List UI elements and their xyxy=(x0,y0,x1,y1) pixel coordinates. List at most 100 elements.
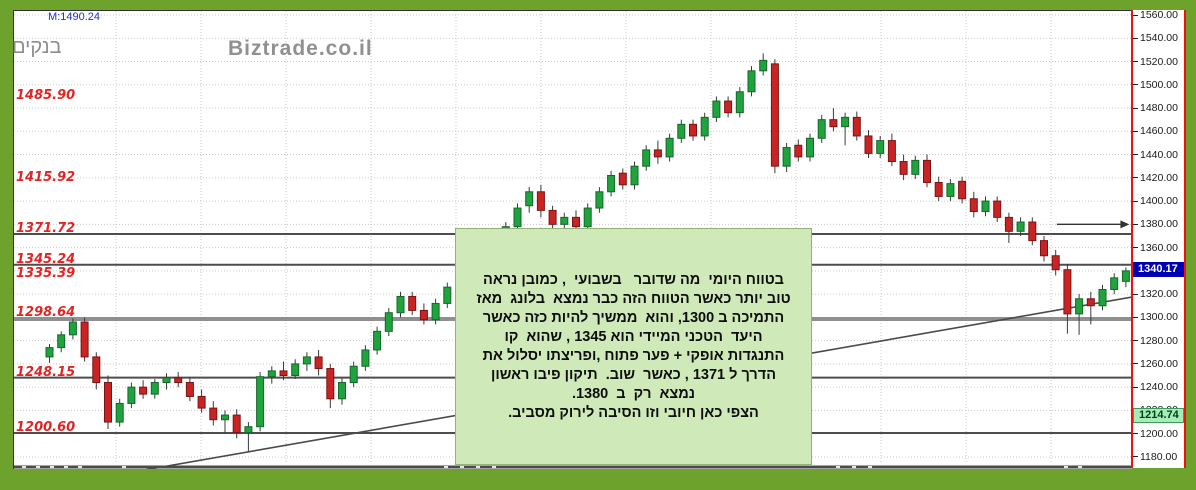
tick-label: 1320.00 xyxy=(1140,288,1178,301)
candle xyxy=(513,207,522,228)
price-axis-tick: 1280.00 xyxy=(1133,335,1178,347)
tick-label: 1420.00 xyxy=(1140,171,1178,184)
candle xyxy=(794,144,803,158)
candle xyxy=(782,147,791,167)
analysis-note: בטווח היומי מה שדובר בשבועי , כמובן נראה… xyxy=(455,228,812,465)
price-axis-tick: 1240.00 xyxy=(1133,381,1178,393)
price-axis-tick: 1500.00 xyxy=(1133,79,1178,91)
tick-dash xyxy=(1133,154,1138,156)
candle xyxy=(221,414,229,421)
candle xyxy=(607,174,616,193)
candle xyxy=(653,149,662,158)
candle xyxy=(139,386,148,395)
price-axis-tick: 1200.00 xyxy=(1133,428,1178,440)
tick-label: 1500.00 xyxy=(1140,78,1178,91)
tick-dash xyxy=(1133,14,1138,16)
candle xyxy=(946,183,955,197)
candle xyxy=(197,395,206,409)
candle xyxy=(1063,269,1072,315)
candle xyxy=(232,414,241,434)
candle xyxy=(127,386,136,404)
candle xyxy=(279,370,288,377)
tick-dash xyxy=(1133,130,1138,132)
candle xyxy=(1110,277,1119,290)
candle xyxy=(981,200,990,213)
price-axis-tick: 1260.00 xyxy=(1133,358,1178,370)
secondary-price-tag: 1214.74 xyxy=(1133,408,1184,424)
candle xyxy=(864,135,873,154)
candle xyxy=(291,363,300,377)
candle xyxy=(115,402,124,423)
price-axis-tick: 1300.00 xyxy=(1133,311,1178,323)
tick-dash xyxy=(1133,107,1138,109)
candle xyxy=(185,382,194,397)
price-axis-tick: 1440.00 xyxy=(1133,149,1178,161)
price-level-label: 1415.92 xyxy=(16,169,76,185)
candle xyxy=(68,321,77,336)
tick-label: 1200.00 xyxy=(1140,427,1178,440)
candle xyxy=(759,59,768,72)
candle xyxy=(1075,298,1084,315)
candle xyxy=(689,123,697,137)
price-level-label: 1335.39 xyxy=(16,266,76,282)
watermark: Biztrade.co.il xyxy=(228,37,373,60)
tick-label: 1440.00 xyxy=(1140,148,1178,161)
price-axis-tick: 1400.00 xyxy=(1133,195,1178,207)
candle xyxy=(349,365,358,384)
indicator-value-label: M:1490.24 xyxy=(48,11,100,23)
candle xyxy=(419,309,428,321)
tick-dash xyxy=(1133,200,1138,202)
price-axis-tick: 1540.00 xyxy=(1133,32,1178,44)
candle xyxy=(361,349,370,367)
analysis-note-line: התמיכה ב 1300, והוא ממשיך להיות כזה כאשר xyxy=(482,310,785,326)
candle xyxy=(969,198,978,213)
candle xyxy=(911,159,920,175)
candle xyxy=(934,181,943,197)
candle xyxy=(677,123,686,139)
price-axis-tick: 1520.00 xyxy=(1133,56,1178,68)
tick-dash xyxy=(1133,386,1138,388)
candle xyxy=(256,376,265,428)
price-axis: 1560.00 1540.00 1520.00 1500.00 1480.00 1460.… xyxy=(1131,10,1186,468)
candle xyxy=(548,209,557,225)
candle xyxy=(326,368,335,400)
tick-dash xyxy=(1133,316,1138,318)
candle xyxy=(1040,240,1048,257)
candle xyxy=(923,159,931,183)
analysis-note-line: נמצא רק ב 1380. xyxy=(571,386,696,402)
analysis-note-line: התנגדות אופקי + פער פתוח ,ופריצתו יסלול … xyxy=(482,348,785,364)
candle xyxy=(1051,255,1060,271)
candle xyxy=(770,63,779,167)
price-axis-tick: 1180.00 xyxy=(1133,451,1177,463)
tick-dash xyxy=(1133,84,1138,86)
tick-dash xyxy=(1133,247,1138,249)
analysis-note-line: טוב יותר כאשר הטווח הזה כבר נמצא בלונג מ… xyxy=(476,291,791,307)
tick-dash xyxy=(1133,433,1138,435)
tick-dash xyxy=(1133,363,1138,365)
tick-dash xyxy=(1133,37,1138,39)
price-axis-tick: 1360.00 xyxy=(1133,242,1178,254)
candle xyxy=(993,200,1002,218)
tick-label: 1280.00 xyxy=(1140,334,1178,347)
candle xyxy=(150,382,159,395)
candle xyxy=(1028,221,1037,242)
candle xyxy=(560,216,569,225)
candle xyxy=(396,295,405,314)
candle xyxy=(899,161,908,175)
tick-label: 1240.00 xyxy=(1140,381,1178,394)
current-price-tag: 1340.17 xyxy=(1133,262,1184,278)
candle xyxy=(536,191,545,211)
tick-label: 1380.00 xyxy=(1140,218,1178,231)
candle xyxy=(431,302,440,321)
price-axis-tick: 1420.00 xyxy=(1133,172,1178,184)
tick-label: 1260.00 xyxy=(1140,357,1178,370)
price-level-label: 1485.90 xyxy=(16,88,76,104)
candle xyxy=(209,407,218,421)
tick-label: 1480.00 xyxy=(1140,102,1178,115)
symbol-label: בנקים xyxy=(12,36,62,58)
candle xyxy=(806,137,814,158)
candle xyxy=(525,191,534,207)
candle xyxy=(57,334,66,349)
candle xyxy=(408,295,417,311)
